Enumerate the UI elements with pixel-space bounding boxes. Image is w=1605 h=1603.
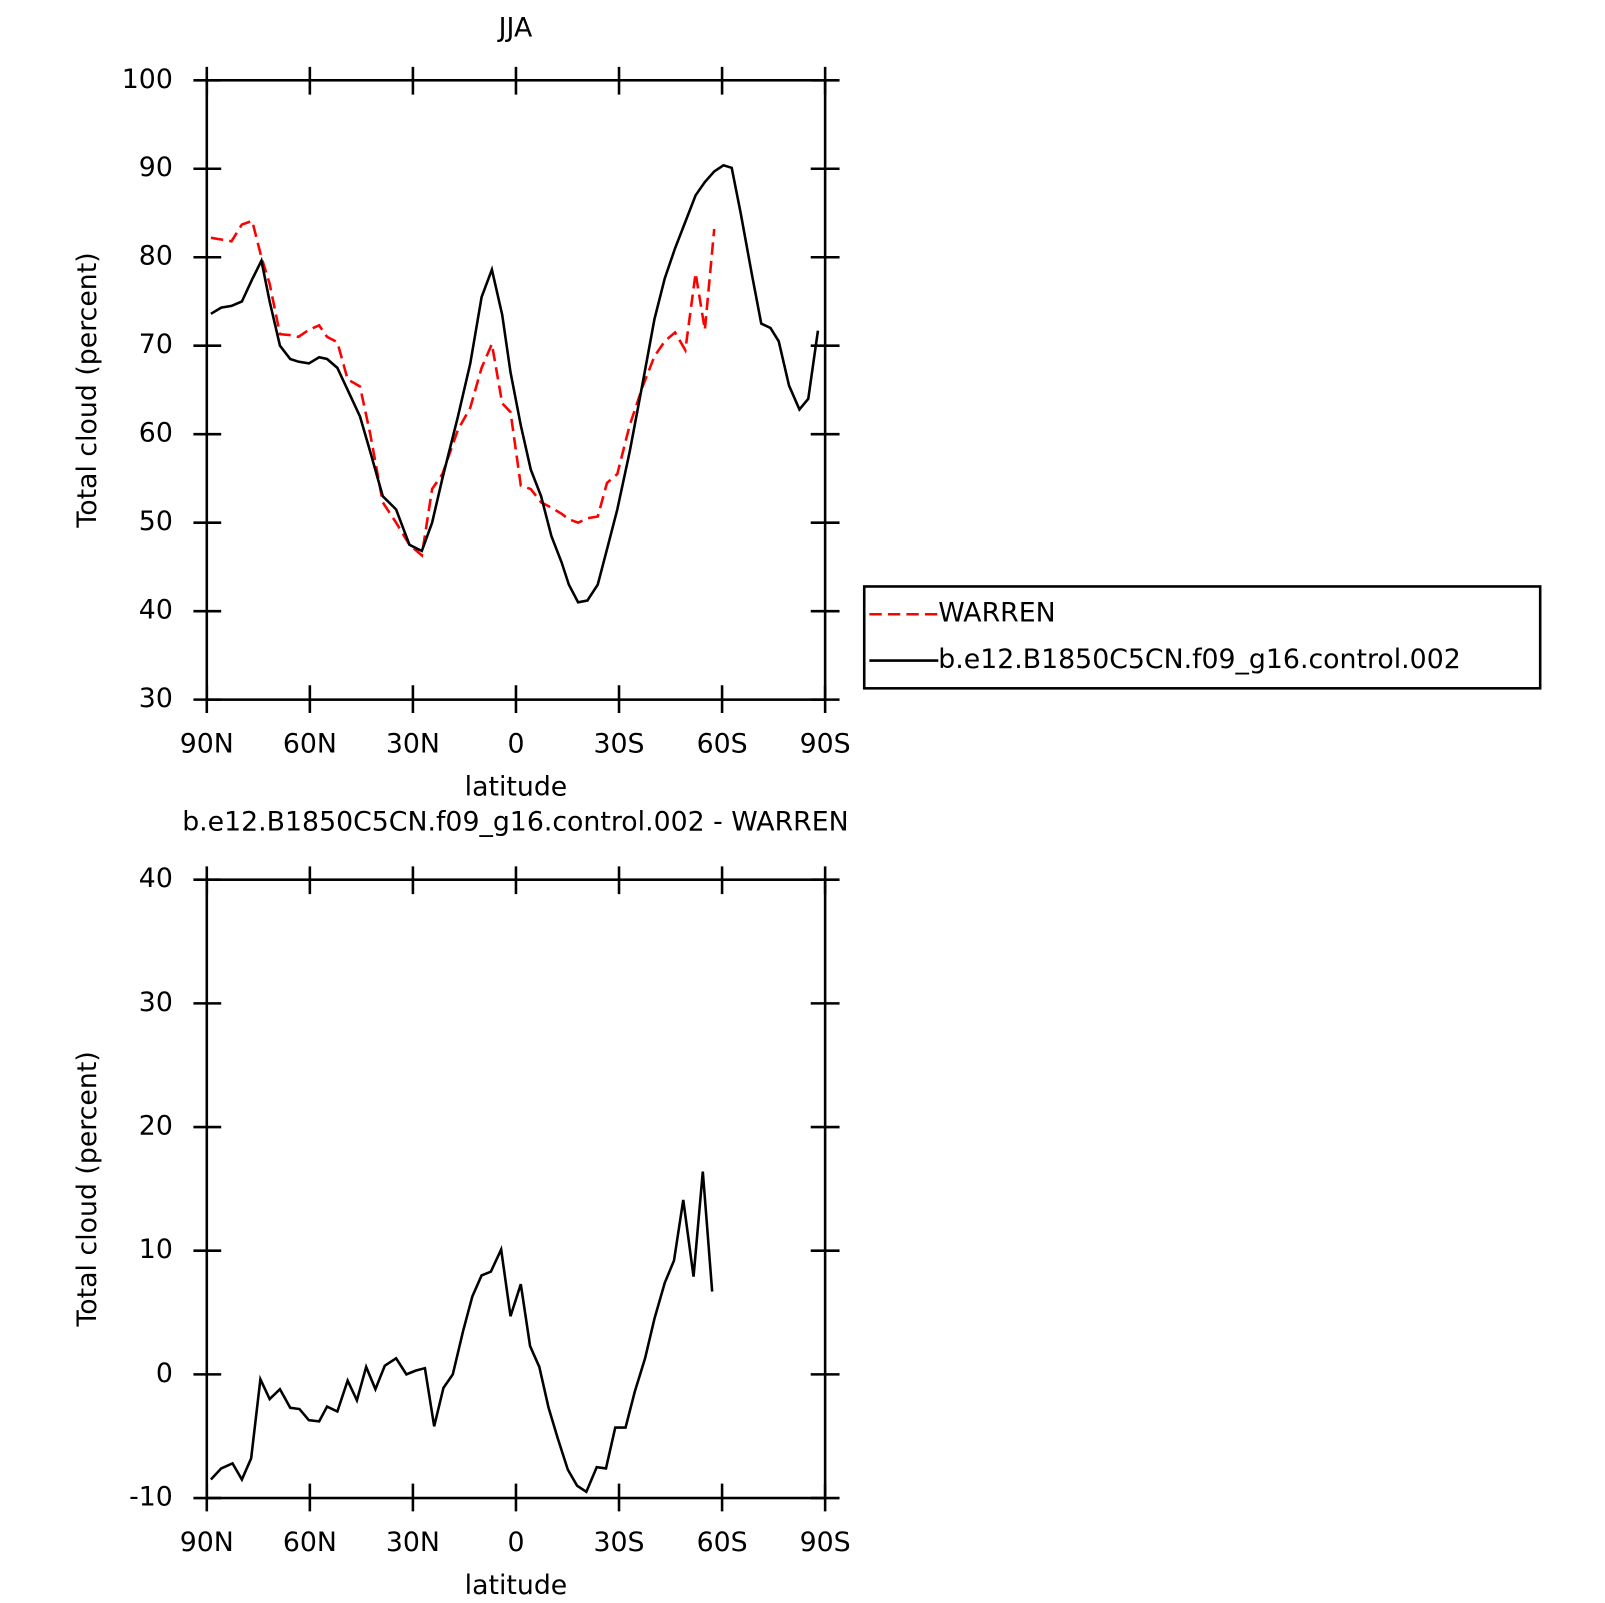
x-tick-label: 60N (283, 728, 337, 759)
y-tick-label: 30 (139, 987, 173, 1018)
x-tick-label: 30N (386, 728, 440, 759)
y-tick-label: 80 (139, 241, 173, 272)
x-tick-label: 60N (283, 1527, 337, 1558)
y-axis-label: Total cloud (percent) (72, 252, 103, 528)
y-tick-label: 40 (139, 863, 173, 894)
x-tick-label: 60S (697, 1527, 748, 1558)
y-tick-label: 70 (139, 329, 173, 360)
y-tick-label: 90 (139, 152, 173, 183)
x-tick-label: 90S (800, 728, 851, 759)
legend-label: b.e12.B1850C5CN.f09_g16.control.002 (938, 644, 1460, 675)
data-line (209, 1171, 714, 1494)
y-tick-label: 50 (139, 506, 173, 537)
x-tick-label: 90N (180, 1527, 234, 1558)
y-tick-label: 10 (139, 1234, 173, 1265)
data-line (210, 219, 716, 558)
plot-frame (205, 78, 827, 701)
y-tick-label: 60 (139, 418, 173, 449)
y-tick-label: 0 (156, 1358, 173, 1389)
chart-title: b.e12.B1850C5CN.f09_g16.control.002 - WA… (182, 807, 848, 838)
x-axis-label: latitude (465, 772, 568, 803)
x-tick-label: 60S (697, 728, 748, 759)
legend-label: WARREN (938, 598, 1055, 629)
y-tick-label: 100 (122, 64, 173, 95)
data-line (210, 163, 820, 604)
x-tick-label: 30S (594, 728, 645, 759)
x-axis-label: latitude (465, 1570, 568, 1601)
x-tick-label: 90N (180, 728, 234, 759)
legend-box (862, 585, 1542, 690)
y-tick-label: 20 (139, 1111, 173, 1142)
x-tick-label: 30N (386, 1527, 440, 1558)
x-tick-label: 30S (594, 1527, 645, 1558)
y-axis-label: Total cloud (percent) (72, 1051, 103, 1327)
chart-title: JJA (497, 12, 533, 43)
plot-frame (205, 878, 827, 1500)
y-tick-label: 30 (139, 683, 173, 714)
x-tick-label: 0 (507, 728, 524, 759)
y-tick-label: 40 (139, 595, 173, 626)
x-tick-label: 90S (800, 1527, 851, 1558)
y-tick-label: -10 (129, 1482, 173, 1513)
x-tick-label: 0 (507, 1527, 524, 1558)
